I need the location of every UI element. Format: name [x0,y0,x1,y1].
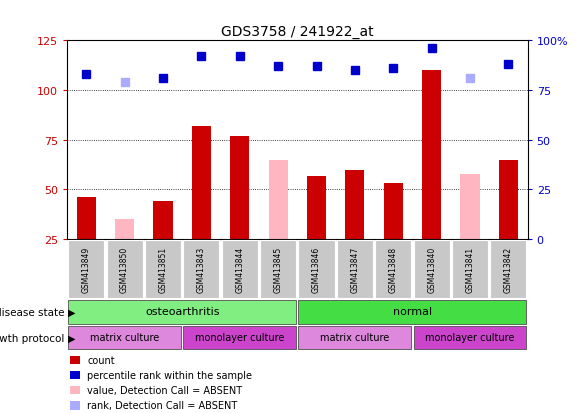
Bar [461,174,480,240]
Bar [345,170,364,240]
Bar [76,198,96,240]
Text: normal: normal [393,307,432,317]
Text: GSM413847: GSM413847 [350,247,359,292]
Bar [490,241,526,298]
Bar [384,184,403,240]
Bar [68,241,104,298]
Text: GSM413840: GSM413840 [427,247,436,292]
Text: GSM413849: GSM413849 [82,247,91,292]
Bar [107,241,143,298]
Text: GSM413845: GSM413845 [273,247,283,292]
Text: disease state: disease state [0,307,64,317]
Bar [298,301,526,324]
Text: count: count [87,355,115,365]
Bar [183,326,296,349]
Text: GSM413842: GSM413842 [504,247,513,292]
Bar [68,326,181,349]
Text: ▶: ▶ [68,333,76,343]
Text: GSM413846: GSM413846 [312,247,321,292]
Text: growth protocol: growth protocol [0,333,64,343]
Title: GDS3758 / 241922_at: GDS3758 / 241922_at [221,25,374,39]
Text: GSM413850: GSM413850 [120,247,129,292]
Text: GSM413841: GSM413841 [466,247,475,292]
Text: GSM413851: GSM413851 [159,247,167,292]
Text: percentile rank within the sample: percentile rank within the sample [87,370,252,380]
Bar [269,160,288,240]
Bar [298,326,412,349]
Text: GSM413843: GSM413843 [197,247,206,292]
Bar [307,176,326,240]
Bar [337,241,373,298]
Bar [413,241,449,298]
Text: matrix culture: matrix culture [320,332,389,342]
Text: GSM413844: GSM413844 [236,247,244,292]
Bar [375,241,412,298]
Bar [68,301,296,324]
Bar [192,126,211,240]
Bar [499,160,518,240]
Bar [452,241,488,298]
Text: matrix culture: matrix culture [90,332,159,342]
Bar [183,241,219,298]
Text: ▶: ▶ [68,307,76,317]
Bar [222,241,258,298]
Bar [298,241,335,298]
Bar [145,241,181,298]
Bar [230,136,250,240]
Text: rank, Detection Call = ABSENT: rank, Detection Call = ABSENT [87,401,238,411]
Bar [115,220,134,240]
Text: value, Detection Call = ABSENT: value, Detection Call = ABSENT [87,385,243,395]
Bar [422,71,441,240]
Bar [153,202,173,240]
Bar [260,241,296,298]
Text: monolayer culture: monolayer culture [426,332,515,342]
Text: osteoarthritis: osteoarthritis [145,307,219,317]
Text: monolayer culture: monolayer culture [195,332,285,342]
Text: GSM413848: GSM413848 [389,247,398,292]
Bar [413,326,526,349]
